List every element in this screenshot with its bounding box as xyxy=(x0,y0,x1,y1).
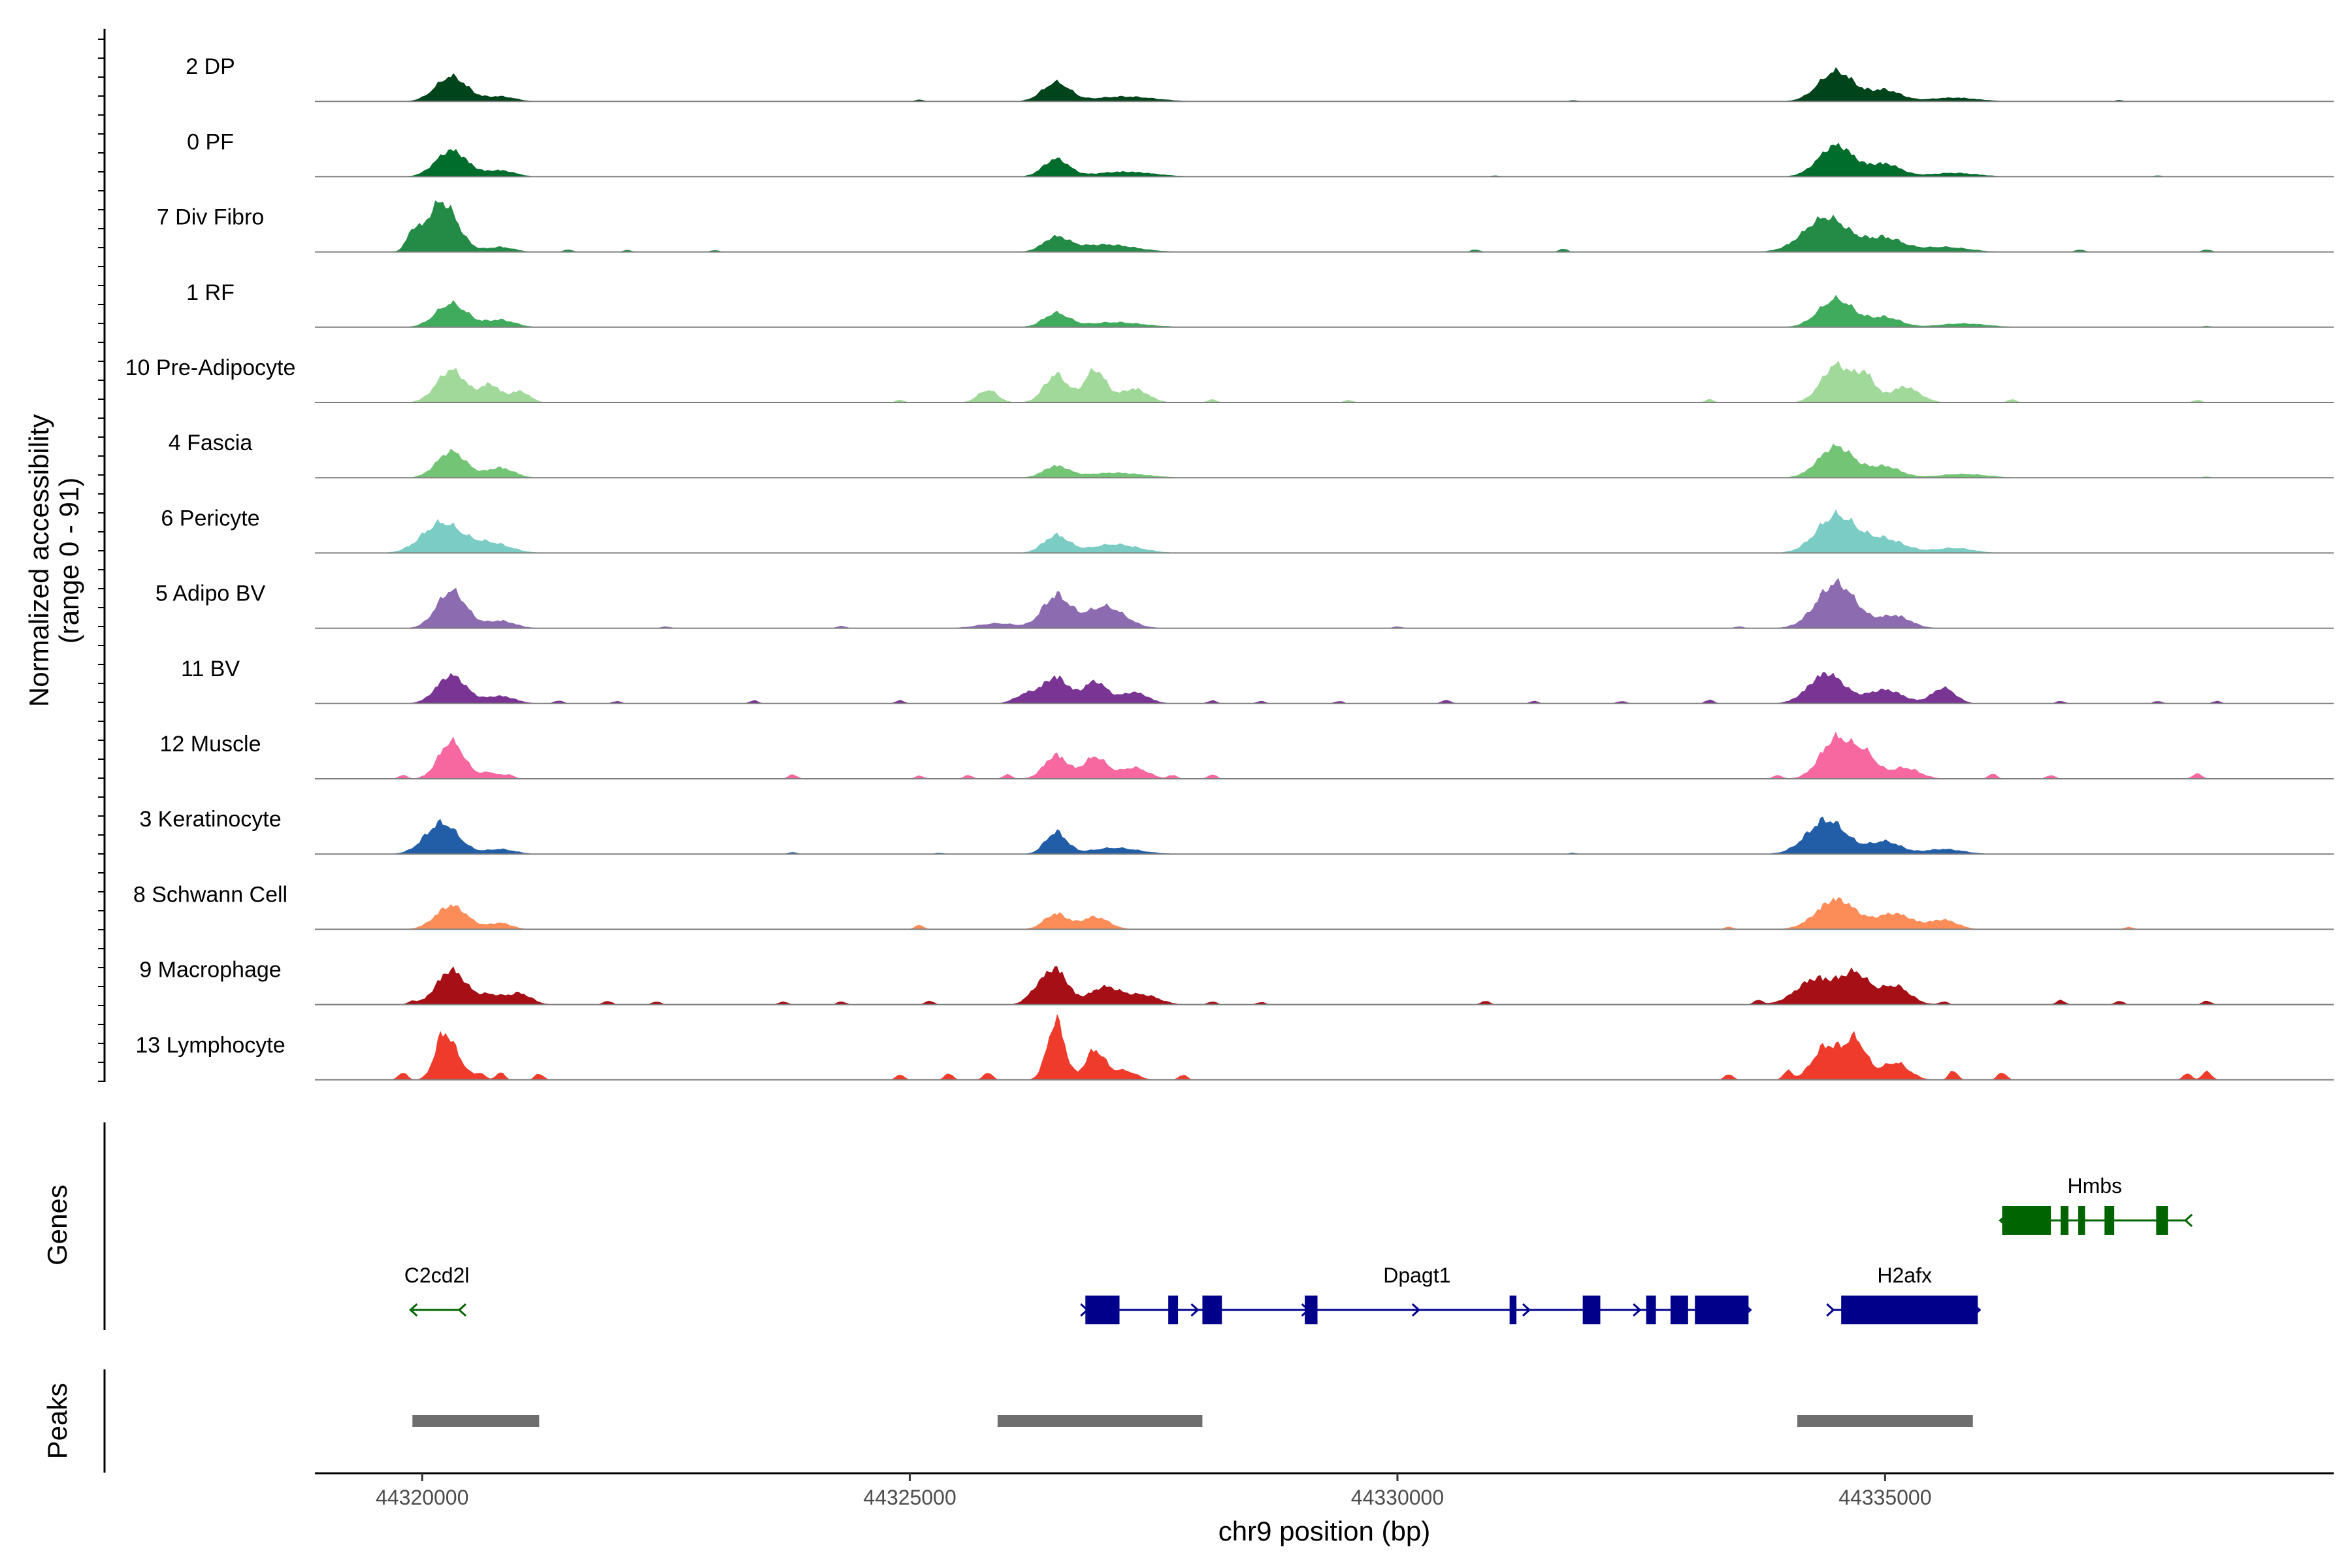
track-6-pericyte: 6 Pericyte xyxy=(161,506,2334,554)
gene-label: Hmbs xyxy=(2067,1174,2122,1198)
track-signal xyxy=(315,509,2334,553)
strand-arrow xyxy=(1826,1303,1835,1317)
track-2-dp: 2 DP xyxy=(186,54,2334,103)
gene-exon xyxy=(1670,1296,1688,1324)
peak-track xyxy=(103,1369,1973,1473)
gene-exon xyxy=(1582,1296,1601,1324)
strand-arrow xyxy=(1411,1303,1421,1317)
gene-exon xyxy=(2156,1206,2168,1235)
track-signal xyxy=(315,897,2334,930)
track-signal xyxy=(315,67,2334,102)
gene-h2afx: H2afx xyxy=(1826,1264,1982,1324)
track-label: 1 RF xyxy=(186,280,235,305)
track-label: 4 Fascia xyxy=(169,431,253,455)
track-signal xyxy=(315,1013,2334,1080)
track-11-bv: 11 BV xyxy=(181,657,2334,704)
strand-arrow xyxy=(1522,1303,1531,1317)
x-axis: 44320000 44325000 44330000 44335000 xyxy=(315,1472,2334,1509)
strand-arrow xyxy=(2183,1213,2193,1228)
gene-hmbs: Hmbs xyxy=(1999,1174,2193,1235)
track-signal xyxy=(315,443,2334,478)
track-label: 12 Muscle xyxy=(160,732,261,757)
gene-exon xyxy=(1841,1296,1978,1324)
track-12-muscle: 12 Muscle xyxy=(160,731,2334,779)
track-4-fascia: 4 Fascia xyxy=(169,431,2334,479)
track-13-lymphocyte: 13 Lymphocyte xyxy=(135,1013,2334,1081)
track-label: 6 Pericyte xyxy=(161,506,259,531)
track-label: 8 Schwann Cell xyxy=(133,882,287,907)
gene-label: Dpagt1 xyxy=(1383,1264,1450,1287)
track-label: 13 Lymphocyte xyxy=(135,1033,285,1058)
y-axis-title: Normalized accessibility xyxy=(24,414,54,707)
track-0-pf: 0 PF xyxy=(187,129,2334,178)
track-1-rf: 1 RF xyxy=(186,280,2334,328)
gene-track: Dpagt1 H2afx Hmbs C2cd2l xyxy=(103,1122,2193,1330)
y-axis-range: (range 0 - 91) xyxy=(54,478,84,644)
track-label: 3 Keratinocyte xyxy=(139,807,281,832)
genes-panel-label: Genes xyxy=(42,1184,73,1266)
track-10-pre-adipocyte: 10 Pre-Adipocyte xyxy=(125,355,2334,403)
track-7-div-fibro: 7 Div Fibro xyxy=(157,200,2334,253)
track-signal xyxy=(315,142,2334,177)
track-label: 2 DP xyxy=(186,54,235,79)
x-tick-label: 44335000 xyxy=(1838,1486,1931,1509)
track-label: 10 Pre-Adipocyte xyxy=(125,355,296,380)
gene-exon xyxy=(1085,1296,1120,1324)
track-9-macrophage: 9 Macrophage xyxy=(139,958,2334,1005)
gene-dpagt1: Dpagt1 xyxy=(1080,1264,1752,1324)
x-tick-label: 44320000 xyxy=(376,1486,468,1509)
peaks-panel-label: Peaks xyxy=(42,1383,73,1460)
peak-region xyxy=(412,1415,540,1427)
gene-exon xyxy=(2061,1206,2068,1235)
track-signal xyxy=(315,295,2334,327)
track-signal xyxy=(315,816,2334,855)
coverage-tracks: 2 DP 0 PF 7 Div Fibro 1 RF 10 Pre-Adipocyte 4… xyxy=(98,29,2334,1082)
gene-exon xyxy=(1168,1296,1179,1324)
track-label: 7 Div Fibro xyxy=(157,205,264,230)
track-signal xyxy=(315,672,2334,704)
gene-exon xyxy=(2002,1206,2051,1235)
x-axis-title: chr9 position (bp) xyxy=(1218,1516,1431,1546)
strand-arrow xyxy=(409,1303,418,1317)
track-signal xyxy=(315,731,2334,779)
track-label: 9 Macrophage xyxy=(139,958,281,983)
gene-label: H2afx xyxy=(1877,1264,1932,1287)
gene-exon xyxy=(1305,1296,1318,1324)
gene-exon xyxy=(2078,1206,2085,1235)
track-3-keratinocyte: 3 Keratinocyte xyxy=(139,807,2334,855)
gene-exon xyxy=(1646,1296,1656,1324)
gene-exon xyxy=(1202,1296,1222,1324)
gene-c2cd2l: C2cd2l xyxy=(404,1264,470,1317)
track-label: 11 BV xyxy=(181,657,240,681)
track-signal xyxy=(315,578,2334,629)
gene-exon xyxy=(1695,1296,1749,1324)
track-8-schwann-cell: 8 Schwann Cell xyxy=(133,882,2334,930)
track-5-adipo-bv: 5 Adipo BV xyxy=(155,578,2334,629)
track-signal xyxy=(315,200,2334,252)
peak-region xyxy=(997,1415,1203,1427)
gene-exon xyxy=(1509,1296,1517,1324)
track-label: 5 Adipo BV xyxy=(155,581,266,606)
strand-arrow xyxy=(457,1303,466,1317)
x-tick-label: 44330000 xyxy=(1351,1486,1444,1509)
peak-region xyxy=(1797,1415,1973,1427)
gene-exon xyxy=(2104,1206,2115,1235)
track-label: 0 PF xyxy=(187,129,234,154)
x-tick-label: 44325000 xyxy=(863,1486,956,1509)
track-signal xyxy=(315,361,2334,402)
strand-arrow xyxy=(1633,1303,1642,1317)
strand-arrow xyxy=(1190,1303,1200,1317)
gene-label: C2cd2l xyxy=(404,1264,470,1287)
track-signal xyxy=(315,966,2334,1005)
